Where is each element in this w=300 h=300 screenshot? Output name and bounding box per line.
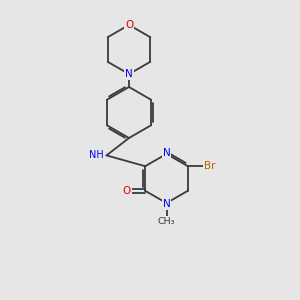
Text: N: N: [125, 69, 133, 79]
Text: CH₃: CH₃: [158, 217, 175, 226]
Text: NH: NH: [89, 150, 104, 161]
Text: O: O: [125, 20, 133, 30]
Text: N: N: [163, 148, 170, 158]
Text: O: O: [122, 186, 131, 196]
Text: Br: Br: [204, 161, 215, 171]
Text: N: N: [163, 199, 170, 209]
